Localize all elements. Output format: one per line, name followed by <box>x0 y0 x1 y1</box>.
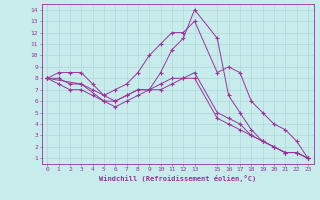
X-axis label: Windchill (Refroidissement éolien,°C): Windchill (Refroidissement éolien,°C) <box>99 175 256 182</box>
